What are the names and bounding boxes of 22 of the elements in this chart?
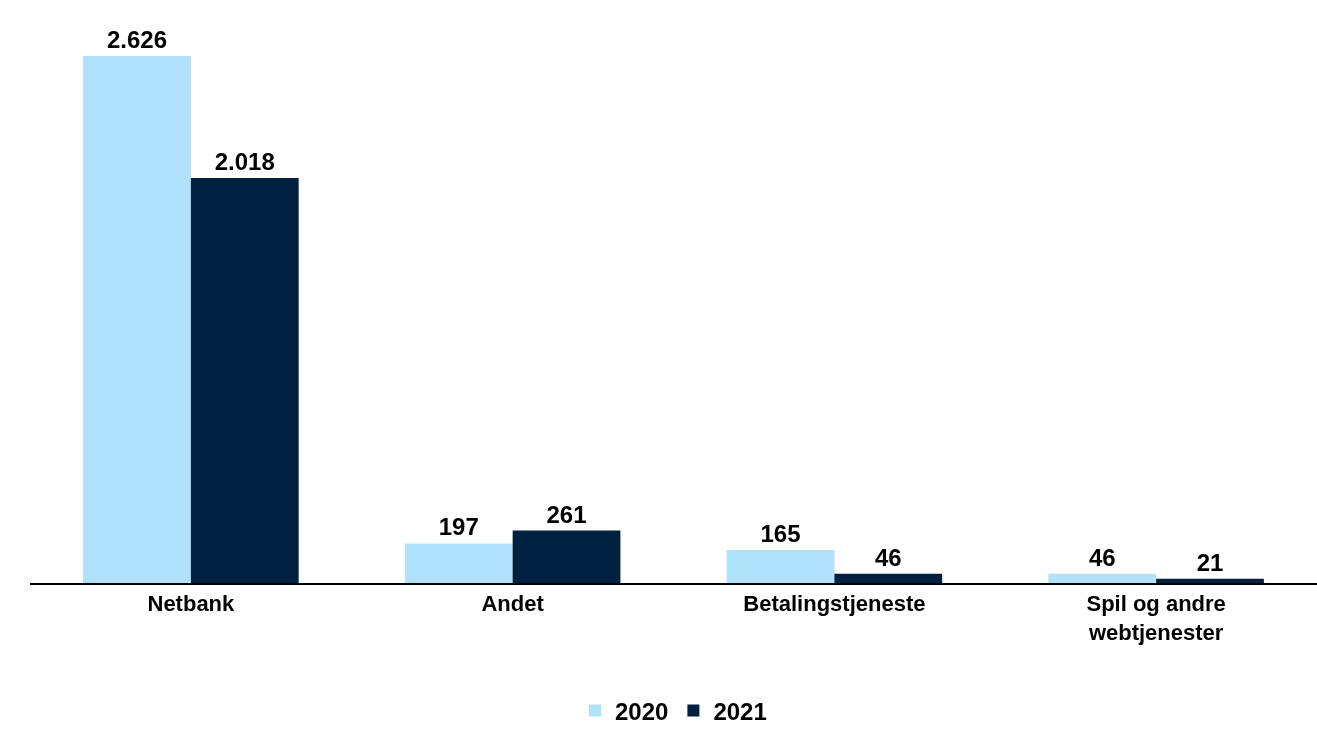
bar (404, 543, 513, 583)
legend-label: 2021 (713, 697, 767, 725)
data-label: 21 (1196, 548, 1224, 576)
bar (834, 573, 943, 583)
data-label: 2.626 (106, 26, 168, 53)
bar (726, 549, 835, 583)
bar (190, 178, 299, 583)
data-label: 197 (438, 513, 479, 541)
bar (512, 530, 621, 583)
data-label: 46 (874, 543, 902, 571)
x-tick-label: Andet (481, 591, 545, 617)
data-label: 46 (1088, 543, 1116, 571)
x-tick-label: Netbank (147, 591, 236, 617)
legend-label: 2020 (615, 697, 669, 725)
x-tick-label: Spil og andre webtjenester (1086, 591, 1226, 645)
bar (1048, 573, 1157, 583)
x-tick-label: Betalingstjeneste (743, 591, 926, 617)
data-label: 2.018 (214, 148, 275, 176)
data-label: 165 (760, 519, 801, 547)
bar (83, 56, 191, 583)
data-label: 261 (546, 500, 587, 528)
bar (1156, 578, 1264, 583)
